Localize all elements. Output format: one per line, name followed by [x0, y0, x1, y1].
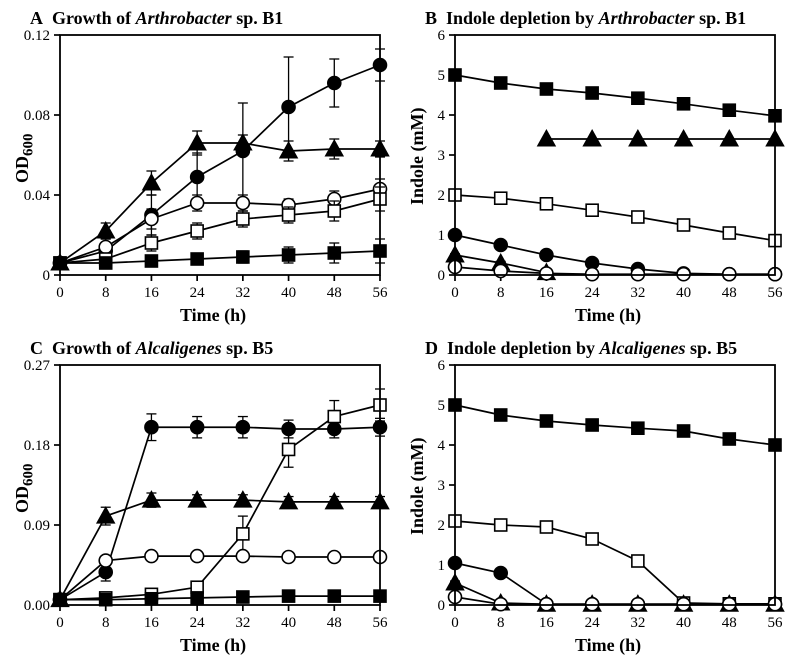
title-tail: sp. B1 — [232, 8, 284, 28]
svg-text:0.00: 0.00 — [24, 598, 50, 614]
panel-B-title: B Indole depletion by Arthrobacter sp. B… — [425, 8, 746, 29]
svg-text:0: 0 — [451, 285, 459, 301]
svg-text:32: 32 — [235, 615, 250, 631]
svg-text:8: 8 — [102, 285, 110, 301]
svg-text:3: 3 — [438, 148, 446, 164]
svg-text:4: 4 — [438, 108, 446, 124]
panel-letter: D — [425, 338, 438, 358]
title-species: Alcaligenes — [136, 338, 222, 358]
svg-text:40: 40 — [281, 615, 296, 631]
svg-text:0.04: 0.04 — [24, 188, 51, 204]
panel-C-title: C Growth of Alcaligenes sp. B5 — [30, 338, 273, 359]
svg-text:40: 40 — [676, 285, 691, 301]
svg-text:48: 48 — [722, 615, 737, 631]
title-text: Indole depletion by — [447, 338, 600, 358]
svg-text:32: 32 — [630, 285, 645, 301]
svg-text:0: 0 — [451, 615, 459, 631]
svg-text:3: 3 — [438, 478, 446, 494]
svg-text:16: 16 — [144, 615, 160, 631]
svg-text:16: 16 — [539, 285, 555, 301]
svg-text:0.08: 0.08 — [24, 108, 50, 124]
svg-text:40: 40 — [676, 615, 691, 631]
svg-text:24: 24 — [585, 615, 601, 631]
svg-text:48: 48 — [722, 285, 737, 301]
svg-text:8: 8 — [497, 615, 505, 631]
svg-text:24: 24 — [190, 615, 206, 631]
title-tail: sp. B5 — [222, 338, 274, 358]
svg-text:56: 56 — [373, 615, 389, 631]
svg-text:0: 0 — [56, 285, 64, 301]
svg-text:48: 48 — [327, 285, 342, 301]
svg-text:24: 24 — [190, 285, 206, 301]
svg-text:4: 4 — [438, 438, 446, 454]
title-text: Indole depletion by — [446, 8, 599, 28]
svg-text:8: 8 — [102, 615, 110, 631]
svg-text:32: 32 — [630, 615, 645, 631]
svg-text:0.12: 0.12 — [24, 28, 50, 44]
svg-text:0.27: 0.27 — [24, 358, 51, 374]
svg-text:6: 6 — [438, 358, 446, 374]
title-species: Arthrobacter — [136, 8, 232, 28]
svg-text:0: 0 — [56, 615, 64, 631]
svg-text:0: 0 — [438, 598, 446, 614]
svg-text:6: 6 — [438, 28, 446, 44]
svg-text:2: 2 — [438, 518, 446, 534]
panel-letter: C — [30, 338, 43, 358]
svg-text:40: 40 — [281, 285, 296, 301]
scientific-figure: A Growth of Arthrobacter sp. B1 OD600 Ti… — [0, 0, 800, 660]
title-species: Alcaligenes — [600, 338, 686, 358]
svg-text:56: 56 — [768, 285, 784, 301]
panel-letter: A — [30, 8, 43, 28]
svg-text:5: 5 — [438, 68, 446, 84]
panel-D-plot: 012345608162432404856 — [403, 357, 793, 658]
svg-text:2: 2 — [438, 188, 446, 204]
panel-letter: B — [425, 8, 437, 28]
svg-text:56: 56 — [768, 615, 784, 631]
svg-text:1: 1 — [438, 228, 446, 244]
svg-text:48: 48 — [327, 615, 342, 631]
svg-text:0: 0 — [43, 268, 51, 284]
title-species: Arthrobacter — [599, 8, 695, 28]
svg-text:56: 56 — [373, 285, 389, 301]
svg-text:16: 16 — [539, 615, 555, 631]
panel-C-plot: 0.00 0.09 0.18 0.27 0 8 16 24 32 40 48 56 — [8, 357, 398, 658]
title-tail: sp. B5 — [686, 338, 738, 358]
svg-text:24: 24 — [585, 285, 601, 301]
svg-text:0.18: 0.18 — [24, 438, 50, 454]
svg-text:0.09: 0.09 — [24, 518, 50, 534]
svg-text:8: 8 — [497, 285, 505, 301]
svg-text:5: 5 — [438, 398, 446, 414]
title-text: Growth of — [52, 338, 136, 358]
svg-text:1: 1 — [438, 558, 446, 574]
panel-A-title: A Growth of Arthrobacter sp. B1 — [30, 8, 283, 29]
panel-D-title: D Indole depletion by Alcaligenes sp. B5 — [425, 338, 737, 359]
panel-A-plot: 0 0.04 0.08 0.12 0 8 16 24 32 40 48 56 — [8, 27, 398, 328]
title-tail: sp. B1 — [695, 8, 747, 28]
title-text: Growth of — [52, 8, 136, 28]
svg-text:0: 0 — [438, 268, 446, 284]
svg-text:32: 32 — [235, 285, 250, 301]
panel-B-plot: 012345608162432404856 — [403, 27, 793, 328]
svg-text:16: 16 — [144, 285, 160, 301]
